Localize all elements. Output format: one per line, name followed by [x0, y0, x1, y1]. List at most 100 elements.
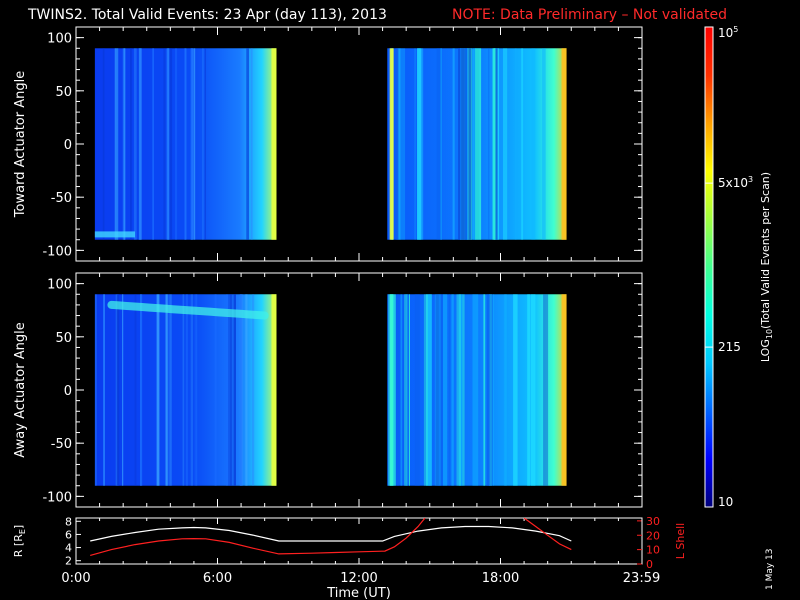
- orbit-right-tick-label: 10: [646, 544, 660, 557]
- heatmap-streak: [460, 48, 465, 240]
- heatmap-streak: [513, 294, 518, 486]
- heatmap-streak: [435, 294, 439, 486]
- colorbar-label-prefix: LOG: [759, 339, 772, 362]
- heatmap-streak: [165, 294, 168, 486]
- colorbar-tick-label: 215: [718, 340, 741, 354]
- heatmap-streak: [404, 294, 409, 486]
- heatmap-edge: [561, 294, 567, 486]
- heatmap-streak: [461, 48, 467, 240]
- orbit-right-tick-label: 30: [646, 515, 660, 528]
- orbit-ylabel-main: R [R: [12, 534, 25, 557]
- x-tick-label: 12:00: [340, 571, 377, 586]
- heatmap-streak: [228, 294, 231, 486]
- heatmap-streak: [488, 48, 490, 240]
- heatmap-streak: [182, 294, 185, 486]
- heatmap-streak: [543, 294, 549, 486]
- y-tick-label: -50: [51, 191, 72, 206]
- heatmap-streak: [134, 294, 137, 486]
- heatmap-streak: [239, 294, 243, 486]
- preliminary-note: NOTE: Data Preliminary – Not validated: [452, 7, 727, 23]
- heatmap-streak: [152, 48, 154, 240]
- heatmap-streak: [117, 48, 119, 240]
- heatmap-streak: [168, 294, 172, 486]
- heatmap-streak: [252, 294, 255, 486]
- orbit-lines: [90, 518, 572, 556]
- top-heatmap: [94, 48, 567, 240]
- heatmap-streak: [451, 294, 454, 486]
- heatmap-edge: [271, 294, 277, 486]
- heatmap-streak: [458, 294, 463, 486]
- heatmap-streak: [486, 294, 490, 486]
- heatmap-streak: [399, 48, 406, 240]
- heatmap-streak: [214, 294, 217, 486]
- heatmap-streak: [122, 294, 124, 486]
- orbit-left-tick-label: 4: [65, 542, 72, 555]
- heatmap-streak: [140, 294, 143, 486]
- bottom-ylabel: Away Actuator Angle: [13, 322, 28, 457]
- heatmap-streak: [204, 48, 206, 240]
- heatmap-streak: [472, 48, 476, 240]
- heatmap-streak: [123, 48, 125, 240]
- orbit-right-tick-label: 0: [646, 558, 653, 571]
- heatmap-streak: [521, 48, 524, 240]
- heatmap-streak: [503, 48, 508, 240]
- heatmap-streak: [251, 48, 253, 240]
- heatmap-streak: [531, 294, 536, 486]
- heatmap-streak: [465, 48, 468, 240]
- heatmap-streak: [138, 48, 142, 240]
- heatmap-streak: [408, 294, 410, 486]
- heatmap-streak: [202, 48, 204, 240]
- heatmap-edge: [561, 48, 567, 240]
- y-tick-label: 100: [47, 32, 72, 47]
- chart-title: TWINS2. Total Valid Events: 23 Apr (day …: [28, 7, 387, 23]
- colorbar-ticks: 105 5x103 215 10: [705, 25, 753, 509]
- colorbar-label-rest: (Total Valid Events per Scan): [759, 172, 772, 329]
- heatmap-streak: [156, 294, 160, 486]
- heatmap-streak: [462, 294, 465, 486]
- heatmap-streak: [114, 48, 117, 240]
- colorbar-tick-label: 10: [718, 495, 733, 509]
- orbit-series: [90, 525, 572, 542]
- heatmap-streak: [240, 294, 242, 486]
- y-tick-label: 0: [64, 138, 72, 153]
- heatmap-edge: [271, 48, 277, 240]
- heatmap-streak: [531, 48, 536, 240]
- heatmap-streak: [489, 294, 492, 486]
- heatmap-streak: [166, 48, 170, 240]
- orbit-left-tick-label: 8: [65, 515, 72, 528]
- heatmap-streak: [436, 48, 443, 240]
- heatmap-streak: [133, 48, 137, 240]
- heatmap-streak: [102, 48, 105, 240]
- heatmap-streak: [196, 294, 198, 486]
- y-tick-label: -100: [42, 244, 72, 259]
- colorbar: [704, 26, 714, 508]
- heatmap-streak: [475, 48, 482, 240]
- heatmap-streak: [185, 294, 188, 486]
- y-tick-label: 50: [55, 85, 72, 100]
- heatmap-streak: [404, 294, 408, 486]
- orbit-ylabel-sub: E: [18, 529, 27, 534]
- heatmap-streak: [417, 48, 422, 240]
- heatmap-streak: [456, 294, 461, 486]
- top-ylabel: Toward Actuator Angle: [13, 71, 28, 218]
- heatmap-streak: [193, 48, 196, 240]
- x-tick-label: 18:00: [482, 571, 519, 586]
- heatmap-streak: [190, 48, 193, 240]
- bottom-heatmap: [94, 294, 567, 486]
- heatmap-streak: [440, 48, 442, 240]
- colorbar-tick-label: 105: [718, 25, 738, 40]
- heatmap-streak: [397, 48, 401, 240]
- heatmap-streak: [103, 294, 105, 486]
- x-tick-label: 23:59: [623, 571, 660, 586]
- heatmap-streak: [175, 48, 178, 240]
- heatmap-streak: [493, 48, 496, 240]
- heatmap-streak: [542, 48, 546, 240]
- axes-layer: 100500-50-100100500-50-100864230201000:0…: [42, 27, 660, 586]
- heatmap-streak: [527, 294, 531, 486]
- heatmap-streak: [419, 48, 424, 240]
- colorbar-label-sub: 10: [765, 329, 774, 339]
- heatmap-streak: [492, 294, 494, 486]
- heatmap-streak: [504, 294, 507, 486]
- x-tick-label: 0:00: [61, 571, 90, 586]
- heatmap-streak: [405, 294, 409, 486]
